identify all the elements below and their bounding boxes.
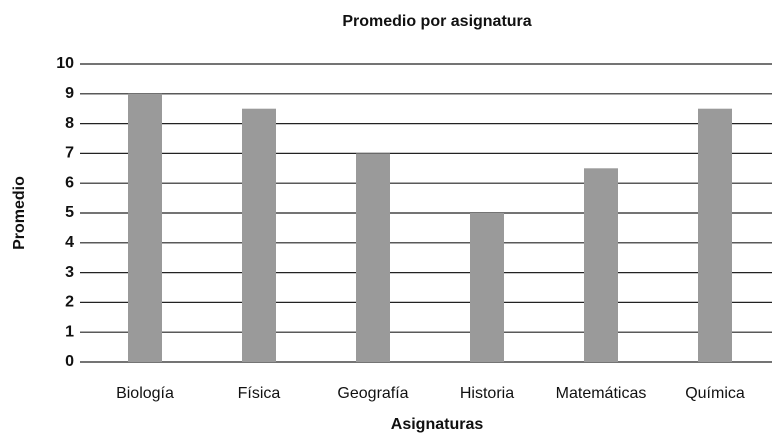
y-axis-title: Promedio [11,176,28,250]
y-tick-label: 6 [65,174,74,191]
y-tick-label: 8 [65,115,74,132]
y-tick-label: 2 [65,294,74,311]
chart-title: Promedio por asignatura [342,13,531,30]
x-axis-title: Asignaturas [391,416,484,433]
y-tick-label: 3 [65,264,74,281]
y-tick-label: 7 [65,145,74,162]
bar [698,108,732,362]
y-tick-label: 4 [65,234,74,251]
bar [470,213,504,362]
y-tick-label: 1 [65,323,74,340]
x-tick-label: Química [685,385,745,402]
bar [128,93,162,363]
y-tick-label: 10 [56,55,74,72]
x-tick-label: Geografía [337,385,408,402]
y-tick-label: 0 [65,353,74,370]
x-tick-label: Física [238,385,281,402]
x-tick-label: Matemáticas [556,385,647,402]
bar [584,168,618,362]
y-tick-label: 5 [65,204,74,221]
bar [356,153,390,362]
bar [242,108,276,362]
y-tick-label: 9 [65,85,74,102]
x-tick-label: Historia [460,385,514,402]
x-tick-label: Biología [116,385,174,402]
